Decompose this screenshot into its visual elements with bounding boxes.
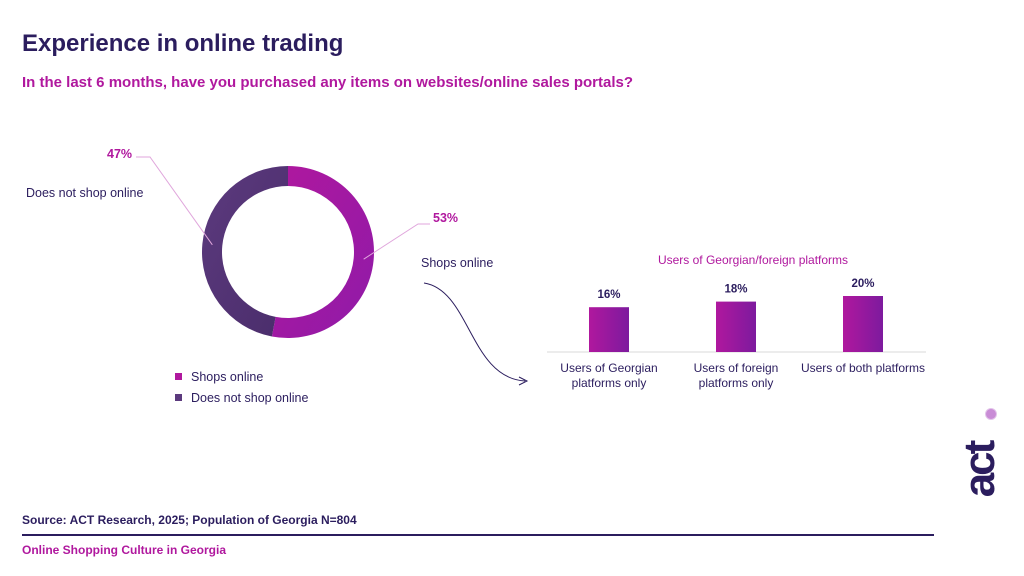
donut-slice-does-not-shop	[201, 166, 288, 337]
legend-label-not-shop: Does not shop online	[191, 390, 309, 405]
bar-value-label-1: 16%	[597, 289, 620, 301]
logo-dot-icon	[985, 408, 997, 420]
act-logo: act	[955, 405, 1005, 535]
legend-swatch-shops	[175, 373, 182, 380]
legend-item-not-shop: Does not shop online	[175, 387, 308, 408]
donut-legend: Shops online Does not shop online	[175, 366, 308, 408]
footer-title: Online Shopping Culture in Georgia	[22, 543, 226, 557]
bar-category-label-1: platforms only	[572, 376, 647, 390]
leader-line-not-shop	[136, 156, 213, 246]
arrowhead-icon	[518, 376, 529, 386]
bar-chart-title: Users of Georgian/foreign platforms	[657, 253, 849, 267]
page-title: Experience in online trading	[22, 30, 344, 57]
leader-line-shops	[363, 223, 430, 260]
bar-3	[843, 296, 883, 352]
connector-arrow	[423, 282, 526, 382]
bar-category-label-2: Users of foreign	[694, 361, 779, 375]
bar-category-label-3: Users of both platforms	[801, 361, 925, 375]
not-shop-percent-label: 47%	[107, 147, 133, 161]
question-subtitle: In the last 6 months, have you purchased…	[22, 74, 634, 91]
donut-slice-shops-online	[271, 166, 374, 338]
not-shop-side-label: Does not shop online	[26, 186, 144, 200]
bar-value-label-2: 18%	[724, 284, 747, 296]
legend-swatch-not-shop	[175, 394, 182, 401]
legend-item-shops: Shops online	[175, 366, 308, 387]
bar-2	[716, 301, 756, 352]
logo-text: act	[955, 442, 1004, 498]
footer-divider	[22, 534, 934, 536]
shops-percent-label: 53%	[433, 211, 459, 225]
bar-category-label-2: platforms only	[699, 376, 774, 390]
source-note: Source: ACT Research, 2025; Population o…	[22, 513, 357, 527]
bar-1	[589, 307, 629, 352]
legend-label-shops: Shops online	[191, 369, 264, 384]
shops-side-label: Shops online	[421, 256, 494, 270]
bar-value-label-3: 20%	[851, 278, 874, 290]
bar-category-label-1: Users of Georgian	[560, 361, 657, 375]
